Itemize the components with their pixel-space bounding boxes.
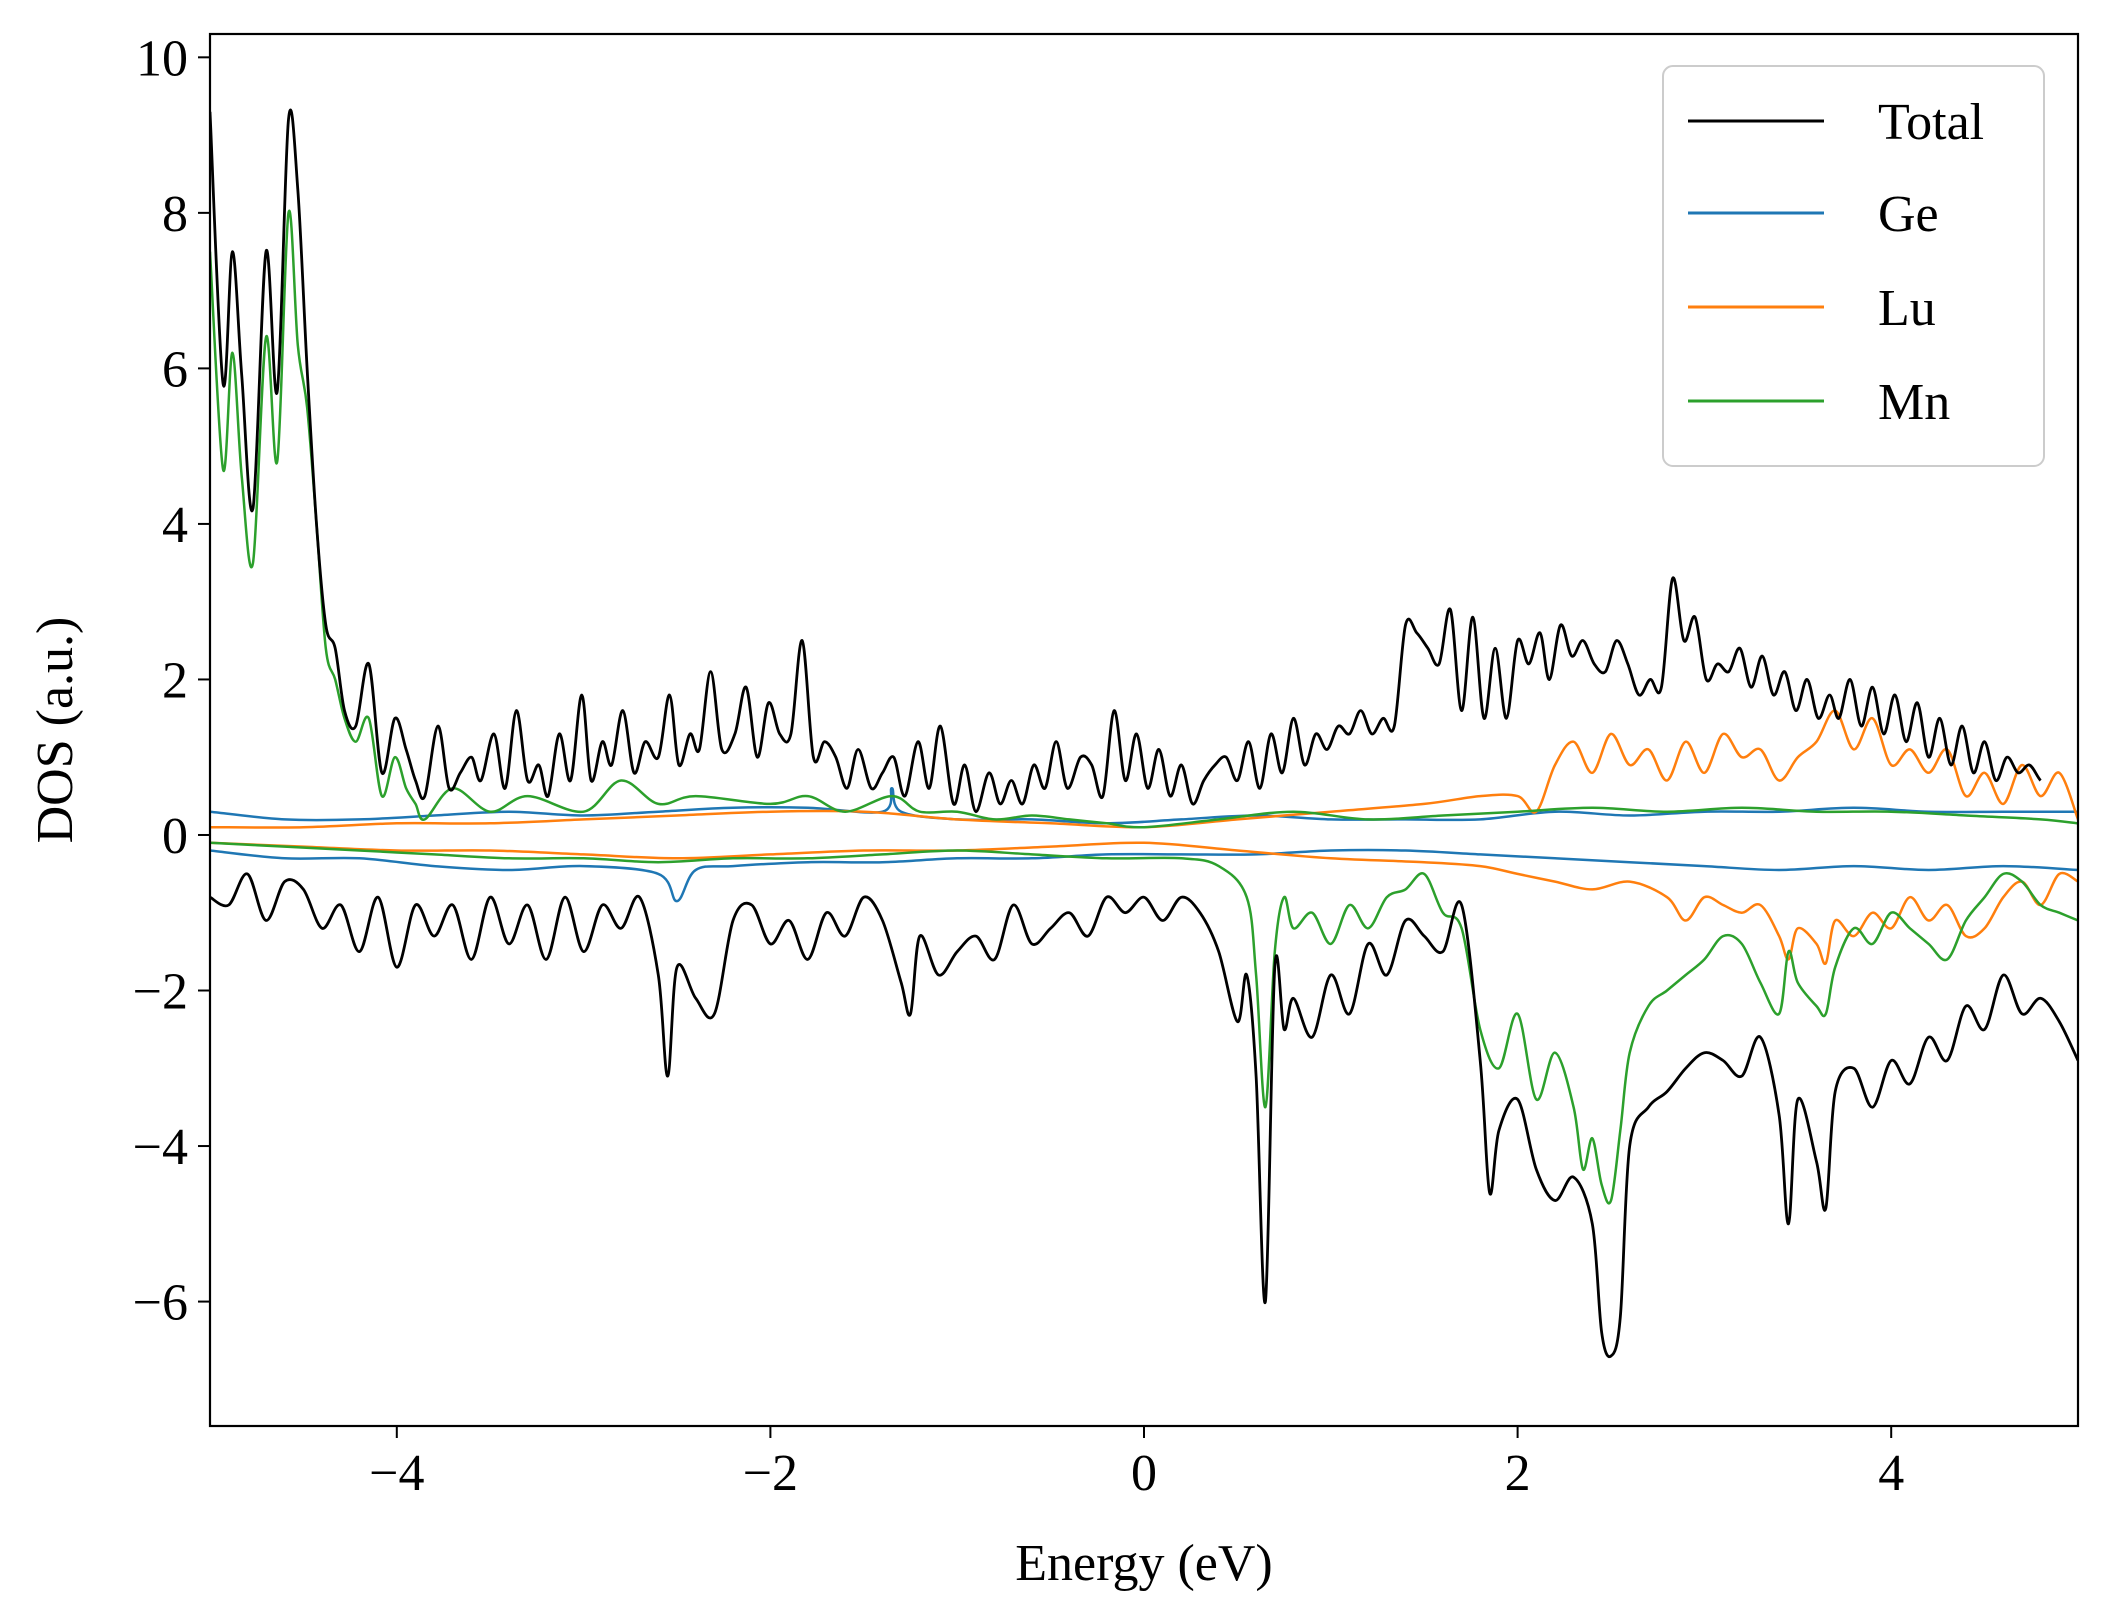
- x-tick-label: 2: [1505, 1445, 1531, 1502]
- legend-label-lu: Lu: [1878, 280, 1936, 337]
- legend: Total Ge Lu Mn: [1662, 65, 2045, 467]
- x-tick-label: 0: [1131, 1445, 1157, 1502]
- legend-frame: [1662, 65, 2045, 467]
- x-tick-label: −2: [743, 1445, 798, 1502]
- x-tick-label: 4: [1878, 1445, 1904, 1502]
- y-tick-label: 4: [162, 497, 188, 554]
- x-axis-label: Energy (eV): [1015, 1535, 1273, 1592]
- y-axis-label: DOS (a.u.): [27, 617, 84, 844]
- series-line-lu-spin-up: [210, 709, 2078, 829]
- y-tick-label: −6: [133, 1275, 188, 1332]
- x-axis: −4 −2 0 2 4: [369, 1426, 1904, 1502]
- series-line-mn-spin-down: [210, 841, 2078, 1205]
- series-line-ge-spin-up: [210, 787, 2078, 825]
- y-tick-label: 6: [162, 341, 188, 398]
- series-line-lu-spin-down: [210, 841, 2078, 966]
- x-tick-label: −4: [369, 1445, 424, 1502]
- y-tick-label: 2: [162, 652, 188, 709]
- y-tick-label: 10: [136, 30, 188, 87]
- legend-item-total: Total: [1688, 94, 1984, 151]
- series-line-mn-spin-up: [210, 209, 2078, 829]
- y-tick-label: 0: [162, 808, 188, 865]
- legend-label-ge: Ge: [1878, 186, 1939, 243]
- legend-item-mn: Mn: [1688, 374, 1950, 431]
- y-tick-label: 8: [162, 186, 188, 243]
- series-line-ge-spin-down: [210, 848, 2078, 903]
- legend-item-ge: Ge: [1688, 186, 1939, 243]
- legend-label-mn: Mn: [1878, 374, 1950, 431]
- legend-label-total: Total: [1878, 94, 1984, 151]
- series-line-total-spin-down: [210, 872, 2078, 1359]
- series-layer: [210, 108, 2078, 1359]
- y-tick-label: −2: [133, 964, 188, 1021]
- y-axis: −6 −4 −2 0 2 4 6 8 10: [133, 30, 210, 1332]
- y-tick-label: −4: [133, 1119, 188, 1176]
- legend-item-lu: Lu: [1688, 280, 1936, 337]
- series-line-total-spin-up: [210, 108, 2042, 814]
